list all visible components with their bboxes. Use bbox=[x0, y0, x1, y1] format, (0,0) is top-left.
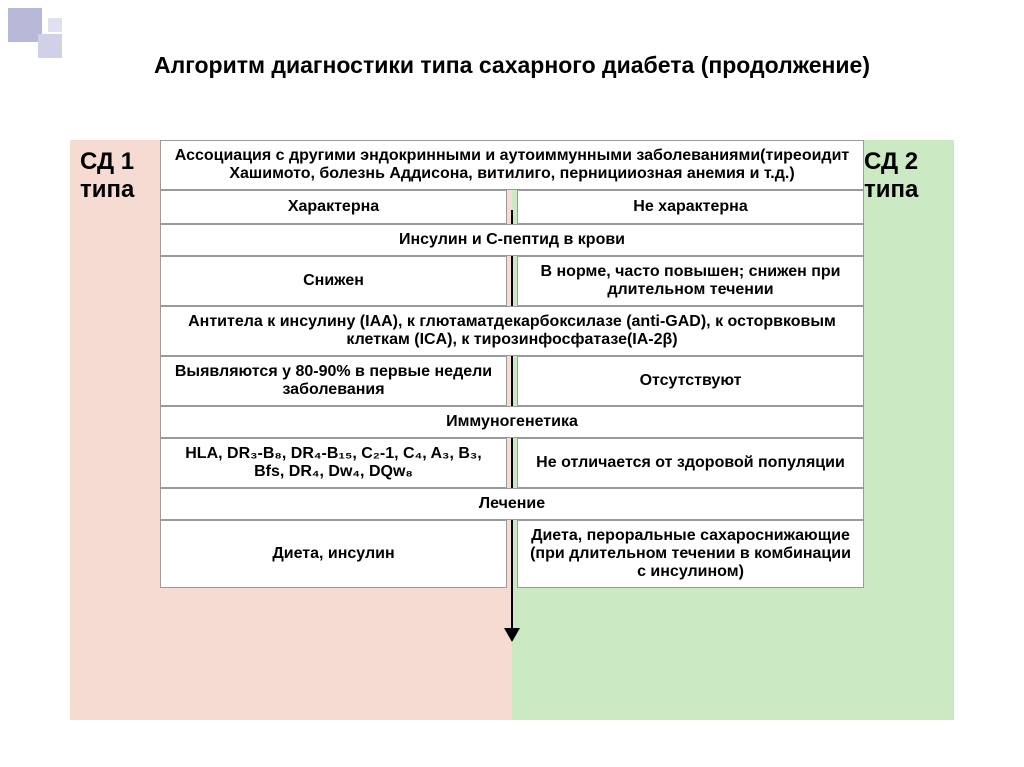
answer-pair: Выявляются у 80-90% в первые недели забо… bbox=[160, 356, 864, 406]
answer-type1: Характерна bbox=[160, 190, 507, 224]
label-type2: СД 2 типа bbox=[864, 148, 944, 203]
criterion-box: Лечение bbox=[160, 488, 864, 520]
answer-pair: Характерна Не характерна bbox=[160, 190, 864, 224]
page-title: Алгоритм диагностики типа сахарного диаб… bbox=[0, 52, 1024, 79]
criterion-box: Инсулин и С-пептид в крови bbox=[160, 224, 864, 256]
answer-pair: HLA, DR₃-B₈, DR₄-B₁₅, C₂-1, C₄, A₃, B₃, … bbox=[160, 438, 864, 488]
criterion-box: Антитела к инсулину (IAA), к глютаматдек… bbox=[160, 306, 864, 356]
answer-type2: Отсутствуют bbox=[517, 356, 864, 406]
criterion-box: Ассоциация с другими эндокринными и ауто… bbox=[160, 140, 864, 190]
answer-type1: Снижен bbox=[160, 256, 507, 306]
answer-type2: Не отличается от здоровой популяции bbox=[517, 438, 864, 488]
answer-pair: Диета, инсулинДиета, пероральные сахарос… bbox=[160, 520, 864, 588]
criterion-box: Иммуногенетика bbox=[160, 406, 864, 438]
answer-type2: Не характерна bbox=[517, 190, 864, 224]
answer-type2: В норме, часто повышен; снижен при длите… bbox=[517, 256, 864, 306]
answer-type1: Диета, инсулин bbox=[160, 520, 507, 588]
label-type1: СД 1 типа bbox=[80, 148, 160, 203]
diagram-stage: СД 1 типа СД 2 типа Ассоциация с другими… bbox=[70, 140, 954, 720]
rows-container: Ассоциация с другими эндокринными и ауто… bbox=[160, 140, 864, 720]
answer-type1: Выявляются у 80-90% в первые недели забо… bbox=[160, 356, 507, 406]
answer-type2: Диета, пероральные сахароснижающие (при … bbox=[517, 520, 864, 588]
answer-type1: HLA, DR₃-B₈, DR₄-B₁₅, C₂-1, C₄, A₃, B₃, … bbox=[160, 438, 507, 488]
answer-pair: СниженВ норме, часто повышен; снижен при… bbox=[160, 256, 864, 306]
